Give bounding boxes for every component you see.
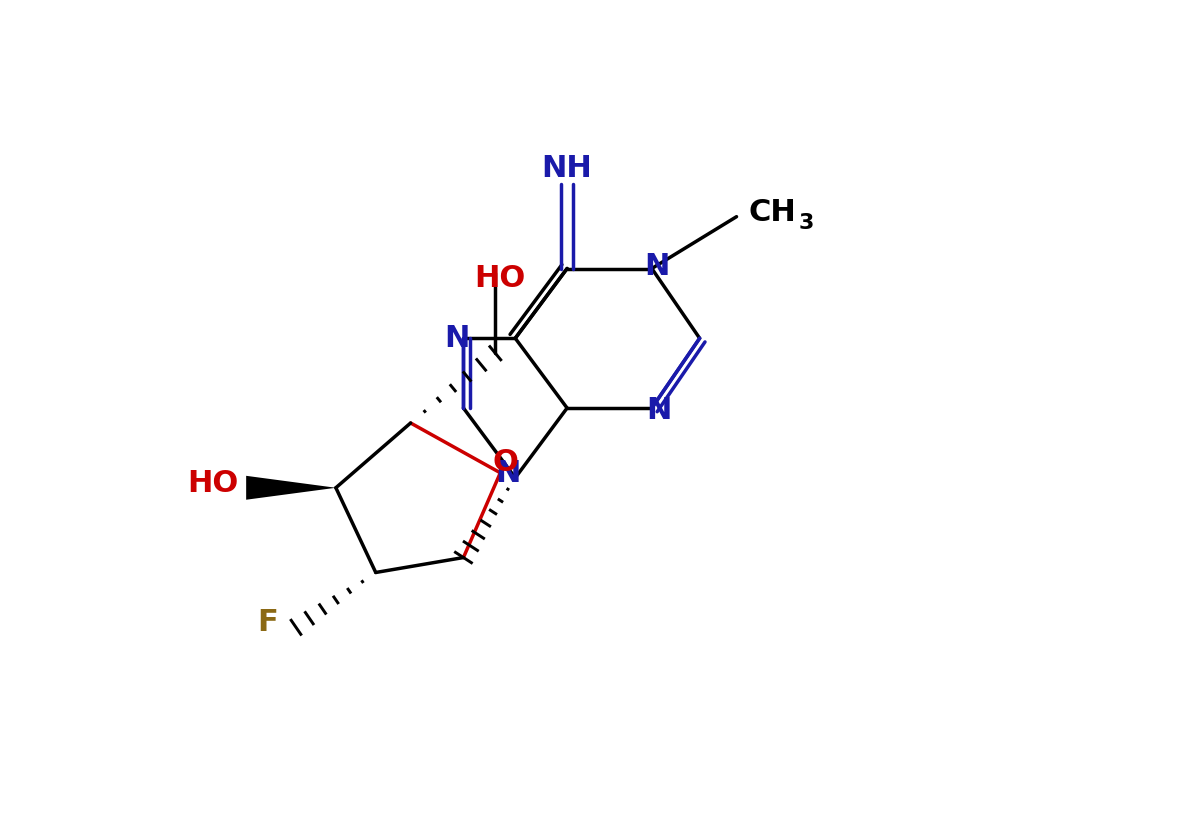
Text: N: N (644, 252, 669, 281)
Text: HO: HO (187, 469, 238, 499)
Text: N: N (495, 459, 520, 489)
Text: F: F (257, 608, 278, 637)
Polygon shape (247, 476, 336, 499)
Text: N: N (646, 396, 672, 425)
Text: O: O (492, 448, 518, 478)
Text: CH: CH (748, 198, 797, 227)
Text: HO: HO (475, 264, 526, 293)
Text: N: N (444, 323, 469, 353)
Text: NH: NH (542, 154, 592, 184)
Text: 3: 3 (798, 213, 813, 233)
